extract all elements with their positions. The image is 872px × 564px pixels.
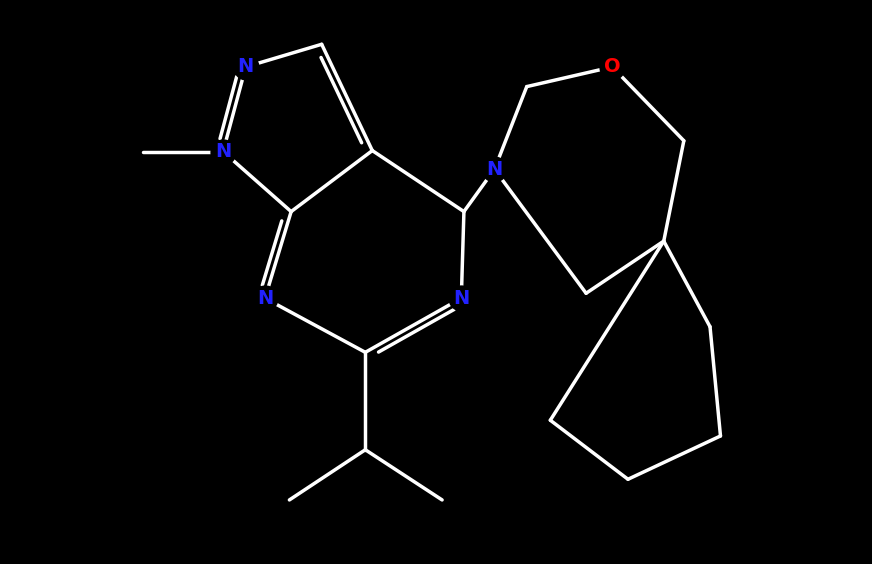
Text: O: O — [604, 58, 621, 76]
Text: N: N — [453, 289, 469, 308]
Text: N: N — [257, 289, 273, 308]
Text: N: N — [487, 160, 502, 179]
Text: N: N — [238, 58, 254, 76]
Text: N: N — [215, 142, 231, 161]
